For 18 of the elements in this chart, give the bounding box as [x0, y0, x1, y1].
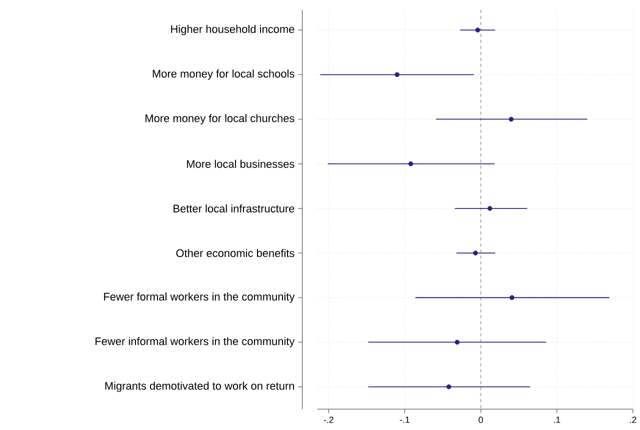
point	[488, 206, 492, 211]
x-tick-label: .2	[630, 416, 636, 423]
y-tick-label: More money for local churches	[146, 114, 294, 124]
x-tick-label: 0	[478, 416, 483, 423]
x-tick-label: -.2	[324, 416, 334, 423]
point	[394, 72, 400, 78]
y-tick-label: Better local infrastructure	[174, 204, 294, 212]
x-tick-label: -.1	[400, 416, 410, 423]
point	[473, 250, 478, 256]
y-tick-label: More money for local schools	[152, 69, 294, 80]
y-tick-label: Migrants demotivated to work on return	[105, 382, 294, 392]
y-tick-label: Fewer formal workers in the community	[104, 292, 295, 303]
y-tick-label: Fewer informal workers in the community	[96, 337, 295, 348]
point	[510, 295, 514, 300]
y-tick-label: Higher household income	[171, 24, 294, 36]
y-tick-label: More local businesses	[187, 160, 294, 168]
x-tick-label: .1	[554, 416, 560, 423]
y-tick-label: Other economic benefits	[176, 248, 294, 258]
